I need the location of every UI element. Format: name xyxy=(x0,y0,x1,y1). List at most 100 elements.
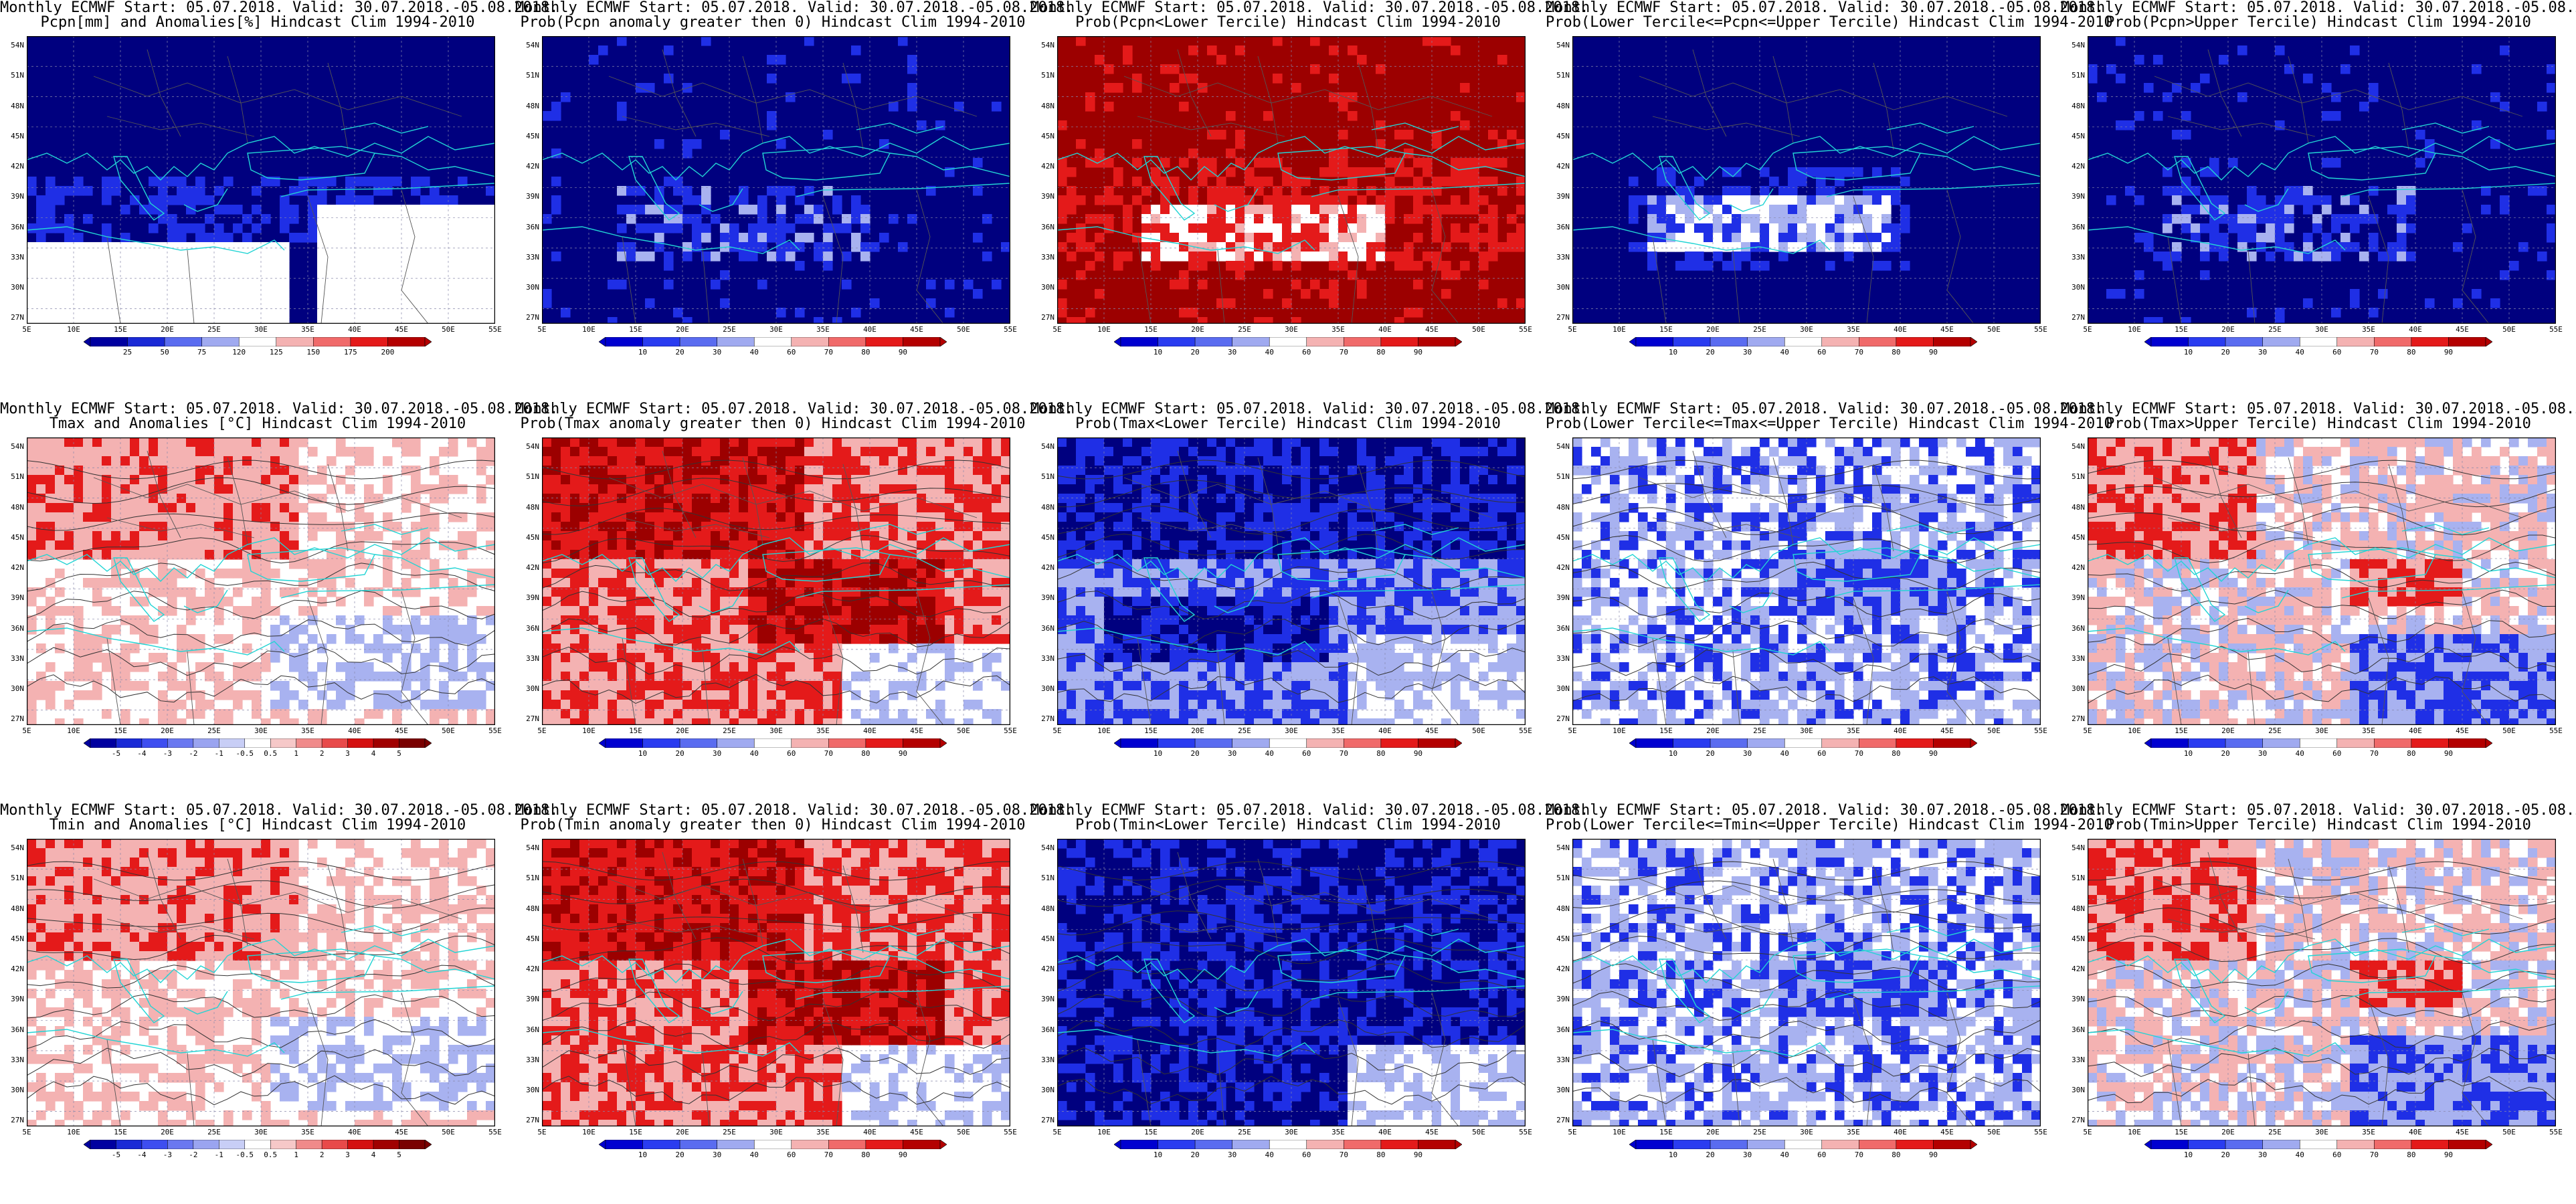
panel-title-line1: Monthly ECMWF Start: 05.07.2018. Valid: … xyxy=(1546,0,2104,16)
colorbar-label: -3 xyxy=(163,1150,172,1159)
lat-tick-label: 36N xyxy=(1556,1025,1570,1034)
colorbar-arrow-left xyxy=(2144,337,2152,346)
colorbar-arrow-right xyxy=(424,1140,432,1149)
colorbar-label: 70 xyxy=(1339,348,1348,357)
lat-tick-label: 51N xyxy=(11,472,24,482)
lat-tick-label: 39N xyxy=(1556,593,1570,603)
colorbar-label: 70 xyxy=(824,1150,833,1159)
colorbar-label: 40 xyxy=(749,348,759,357)
map-panel-tmax-anom: Monthly ECMWF Start: 05.07.2018. Valid: … xyxy=(0,401,558,803)
colorbar-swatch xyxy=(373,1140,399,1149)
colorbar-swatch xyxy=(1232,738,1270,748)
lat-tick-label: 54N xyxy=(1041,843,1054,852)
lon-tick-label: 40E xyxy=(863,1128,877,1136)
colorbar-label: 30 xyxy=(1743,348,1752,357)
colorbar-label: 90 xyxy=(1413,348,1423,357)
lat-tick-label: 30N xyxy=(1041,684,1054,694)
panel-title-line2: Prob(Tmin anomaly greater then 0) Hindca… xyxy=(520,817,1026,833)
lon-tick-label: 50E xyxy=(2502,325,2516,334)
colorbar-label: -0.5 xyxy=(236,1150,254,1159)
panel-title-line2: Prob(Tmax>Upper Tercile) Hindcast Clim 1… xyxy=(2106,415,2531,432)
lon-tick-label: 5E xyxy=(22,726,31,735)
colorbar-swatch xyxy=(2336,1140,2375,1149)
lon-tick-label: 55E xyxy=(488,726,502,735)
lat-tick-label: 27N xyxy=(1556,1116,1570,1125)
colorbar-label: 30 xyxy=(713,348,722,357)
lon-tick-label: 40E xyxy=(348,726,361,735)
lat-tick-label: 42N xyxy=(1556,965,1570,974)
lon-tick-label: 45E xyxy=(910,1128,923,1136)
colorbar-label: 40 xyxy=(1265,1150,1274,1159)
lat-tick-label: 51N xyxy=(1041,71,1054,80)
colorbar-label: 60 xyxy=(1817,749,1827,758)
country-borders xyxy=(2154,450,2523,725)
colorbar-label: 70 xyxy=(824,749,833,758)
coastlines xyxy=(1572,524,2041,656)
colorbar-swatch xyxy=(201,337,240,346)
colorbar xyxy=(84,1140,432,1149)
isotherm-contours xyxy=(1057,861,1526,1105)
lon-tick-label: 15E xyxy=(2175,726,2188,735)
colorbar-label: 60 xyxy=(1817,348,1827,357)
lon-tick-label: 50E xyxy=(1472,726,1485,735)
lat-tick-label: 27N xyxy=(2072,714,2085,724)
colorbar-label: 30 xyxy=(713,749,722,758)
colorbar-label: 10 xyxy=(2183,1150,2193,1159)
lon-tick-label: 55E xyxy=(488,325,502,334)
colorbar-label: 10 xyxy=(1153,348,1163,357)
lat-tick-label: 39N xyxy=(526,995,539,1004)
colorbar-label: 3 xyxy=(345,1150,350,1159)
lat-tick-label: 30N xyxy=(2072,1086,2085,1095)
lon-tick-label: 25E xyxy=(207,1128,221,1136)
colorbar-label: 10 xyxy=(1668,348,1678,357)
field-shading xyxy=(542,437,1010,725)
lon-tick-label: 35E xyxy=(1331,1128,1345,1136)
graticule xyxy=(542,36,1010,324)
lat-tick-label: 33N xyxy=(1041,654,1054,663)
colorbar-label: 60 xyxy=(1302,348,1311,357)
coastlines xyxy=(1057,122,1526,254)
colorbar-label: 2 xyxy=(319,749,325,758)
colorbar-label: 70 xyxy=(2369,348,2379,357)
colorbar-swatch xyxy=(865,1140,903,1149)
lon-tick-label: 5E xyxy=(2083,325,2092,334)
panel-title-line1: Monthly ECMWF Start: 05.07.2018. Valid: … xyxy=(0,0,559,16)
lon-tick-label: 30E xyxy=(2315,726,2328,735)
colorbar xyxy=(599,738,947,748)
isotherm-contours xyxy=(2088,861,2556,1105)
lon-tick-label: 35E xyxy=(1331,726,1345,735)
colorbar-swatch xyxy=(1673,337,1711,346)
colorbar-arrow-right xyxy=(2485,1140,2492,1149)
colorbar-swatch xyxy=(1821,738,1859,748)
map-frame xyxy=(542,839,1010,1126)
lat-tick-label: 45N xyxy=(1041,934,1054,943)
colorbar-swatch xyxy=(321,1140,348,1149)
lon-tick-label: 50E xyxy=(1472,1128,1485,1136)
colorbar-label: 80 xyxy=(1376,1150,1386,1159)
colorbar-label: 60 xyxy=(1817,1150,1827,1159)
lon-tick-label: 10E xyxy=(1613,325,1626,334)
lat-tick-label: 54N xyxy=(526,843,539,852)
colorbar-swatch xyxy=(1635,337,1673,346)
forecast-map xyxy=(542,36,1010,324)
colorbar-swatch xyxy=(399,738,426,748)
colorbar-label: -5 xyxy=(111,749,121,758)
lat-tick-label: 39N xyxy=(526,192,539,201)
coastlines xyxy=(2088,925,2556,1057)
lon-tick-label: 35E xyxy=(301,325,314,334)
lon-tick-label: 5E xyxy=(22,325,31,334)
colorbar-label: 80 xyxy=(1892,348,1901,357)
colorbar xyxy=(599,337,947,346)
colorbar-label: 80 xyxy=(2407,749,2416,758)
colorbar-swatch xyxy=(1344,1140,1382,1149)
colorbar-swatch xyxy=(679,738,717,748)
lat-tick-label: 48N xyxy=(1556,502,1570,512)
lon-tick-label: 50E xyxy=(957,1128,970,1136)
lat-tick-label: 33N xyxy=(2072,1055,2085,1064)
colorbar-swatch xyxy=(2336,738,2375,748)
forecast-map xyxy=(542,437,1010,725)
colorbar-swatch xyxy=(1120,738,1158,748)
lat-tick-label: 36N xyxy=(1556,623,1570,633)
colorbar-swatch xyxy=(1784,1140,1823,1149)
lon-tick-label: 55E xyxy=(488,1128,502,1136)
